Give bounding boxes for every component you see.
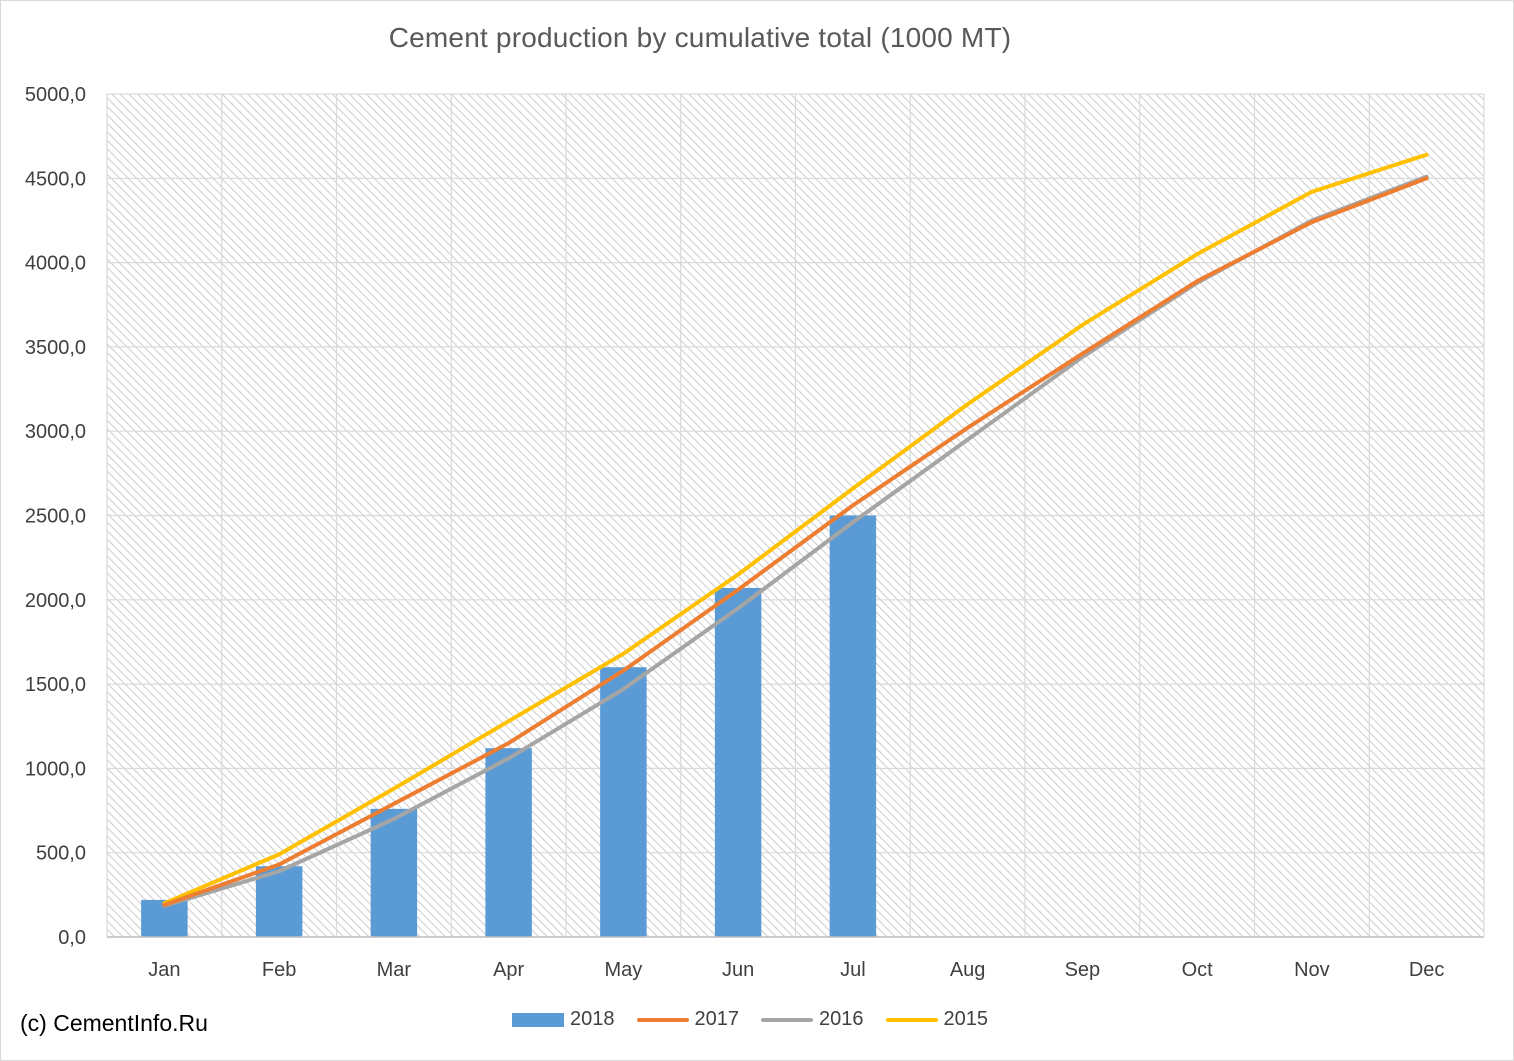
legend-item-2018: 2018 [512,1008,615,1031]
y-tick-label: 500,0 [36,843,86,865]
y-tick-label: 5000,0 [25,84,86,106]
bar-series-2018 [141,515,877,937]
bar-2018-jul [829,515,877,937]
x-tick-label: Aug [950,959,986,981]
legend: 2018 2017 2016 2015 [512,1008,1010,1031]
x-tick-label: Jun [722,959,754,981]
x-tick-label: Feb [262,959,296,981]
bar-2018-apr [485,748,532,937]
legend-label-2018: 2018 [570,1008,615,1030]
chart-title: Cement production by cumulative total (1… [388,22,1012,53]
line-series [162,152,1429,908]
y-tick-label: 3000,0 [25,421,86,443]
y-tick-label: 2000,0 [25,590,86,612]
bar-2018-may [600,667,647,937]
x-tick-label: Sep [1065,959,1101,981]
copyright-text: (c) CementInfo.Ru [20,1010,208,1036]
y-tick-label: 1500,0 [25,674,86,696]
x-tick-label: Mar [377,959,412,981]
legend-item-2015: 2015 [885,1008,989,1031]
x-tick-label: Dec [1409,959,1445,981]
legend-swatch-2015 [885,1017,938,1022]
x-tick-label: Apr [493,959,524,981]
line-2015 [162,152,1429,906]
x-tick-label: Nov [1294,959,1330,981]
legend-label-2015: 2015 [943,1008,989,1030]
legend-label-2017: 2017 [694,1008,740,1030]
x-tick-label: May [604,959,642,981]
axes: 0,0 500,0 1000,0 1500,0 2000,0 2500,0 3000,0 35… [25,84,1484,981]
legend-item-2016: 2016 [761,1008,864,1031]
x-tick-label: Jan [148,959,180,981]
y-tick-label: 4500,0 [25,168,86,190]
y-tick-label: 2500,0 [25,506,86,528]
line-2017 [162,176,1429,907]
y-tick-label: 0,0 [58,927,86,949]
legend-item-2017: 2017 [636,1008,740,1031]
y-tick-label: 3500,0 [25,337,86,359]
bar-2018-mar [370,808,418,937]
legend-swatch-2017 [636,1017,689,1022]
x-tick-label: Jul [840,959,866,981]
bar-2018-jun [714,587,762,937]
y-tick-label: 1000,0 [25,758,86,780]
legend-swatch-2018 [512,1012,564,1027]
y-tick-label: 4000,0 [25,253,86,275]
legend-swatch-2016 [761,1017,813,1022]
legend-label-2016: 2016 [819,1008,864,1030]
x-tick-label: Oct [1182,959,1214,981]
